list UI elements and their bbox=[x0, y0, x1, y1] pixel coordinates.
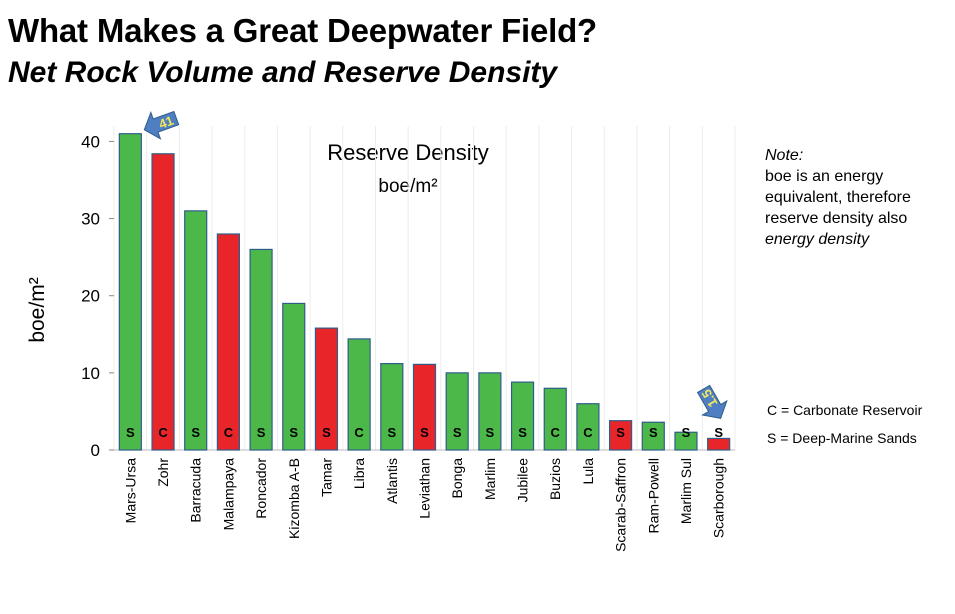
x-tick-label: Jubilee bbox=[515, 458, 531, 503]
x-tick-label: Lula bbox=[580, 458, 596, 485]
note-line-1: boe is an energy bbox=[765, 168, 884, 185]
bar bbox=[314, 327, 339, 451]
reservoir-letter: S bbox=[420, 425, 429, 440]
bar bbox=[216, 233, 240, 451]
bar bbox=[707, 437, 731, 451]
reservoir-letter: S bbox=[616, 425, 625, 440]
x-tick-label: Kizomba A-B bbox=[286, 458, 302, 539]
bar bbox=[118, 133, 142, 451]
bar bbox=[641, 421, 665, 451]
bar bbox=[282, 302, 306, 451]
page-title: What Makes a Great Deepwater Field? bbox=[8, 12, 598, 49]
x-tick-label: Mars-Ursa bbox=[122, 458, 138, 524]
reservoir-letter: C bbox=[354, 425, 364, 440]
max-value-callout: 41 bbox=[143, 110, 180, 140]
reservoir-letter: S bbox=[191, 425, 200, 440]
bar bbox=[576, 403, 600, 451]
reservoir-letter: S bbox=[518, 425, 527, 440]
note-heading: Note: bbox=[765, 147, 804, 164]
note-line-4: energy density bbox=[765, 231, 870, 248]
x-tick-label: Libra bbox=[351, 458, 367, 489]
reservoir-letter: C bbox=[158, 425, 168, 440]
y-tick-label: 0 bbox=[91, 441, 100, 460]
y-tick-label: 40 bbox=[81, 132, 100, 151]
x-tick-label: Ram-Powell bbox=[645, 458, 661, 533]
x-tick-label: Barracuda bbox=[188, 458, 204, 523]
bar bbox=[249, 248, 273, 451]
reservoir-letter: S bbox=[682, 425, 691, 440]
bar bbox=[510, 381, 535, 451]
reservoir-letter: S bbox=[257, 425, 266, 440]
legend-carbonate: C = Carbonate Reservoir bbox=[767, 402, 923, 418]
min-value-callout-shape bbox=[696, 384, 728, 419]
y-tick-label: 10 bbox=[81, 364, 100, 383]
reservoir-letter: S bbox=[322, 425, 331, 440]
bar bbox=[674, 431, 698, 451]
y-tick-label: 30 bbox=[81, 210, 100, 229]
note-line-2: equivalent, therefore bbox=[765, 189, 911, 206]
y-tick-label: 20 bbox=[81, 287, 100, 306]
x-tick-label: Scarborough bbox=[711, 458, 727, 538]
page-subtitle: Net Rock Volume and Reserve Density bbox=[8, 56, 558, 89]
bar bbox=[543, 387, 567, 451]
y-axis-label: boe/m² bbox=[26, 277, 49, 342]
note-block: Note: boe is an energy equivalent, there… bbox=[765, 145, 950, 250]
reservoir-letter: C bbox=[583, 425, 593, 440]
bar bbox=[478, 372, 502, 451]
x-tick-label: Atlantis bbox=[384, 458, 400, 504]
reservoir-letter: S bbox=[387, 425, 396, 440]
reservoir-letter: C bbox=[224, 425, 234, 440]
bar bbox=[380, 363, 404, 451]
bar bbox=[347, 338, 371, 451]
reservoir-letter: S bbox=[649, 425, 658, 440]
reservoir-letter: S bbox=[486, 425, 495, 440]
bar bbox=[609, 420, 633, 451]
x-tick-label: Bonga bbox=[449, 458, 465, 499]
x-tick-label: Leviathan bbox=[417, 458, 433, 519]
reservoir-letter: S bbox=[289, 425, 298, 440]
legend-sands: S = Deep-Marine Sands bbox=[767, 430, 917, 446]
reservoir-letter: C bbox=[551, 425, 561, 440]
x-tick-label: Marlim Sul bbox=[678, 458, 694, 524]
bar bbox=[412, 363, 437, 451]
min-value-callout: 1.5 bbox=[696, 384, 728, 419]
reservoir-letter: S bbox=[126, 425, 135, 440]
x-tick-label: Marlim bbox=[482, 458, 498, 500]
max-value-callout-shape bbox=[143, 110, 180, 140]
note-line-3: reserve density also bbox=[765, 210, 908, 227]
x-tick-label: Roncador bbox=[253, 458, 269, 519]
x-tick-label: Scarab-Saffron bbox=[613, 458, 629, 552]
x-tick-label: Buzios bbox=[547, 458, 563, 500]
bar bbox=[445, 372, 469, 451]
x-tick-label: Tamar bbox=[318, 458, 334, 497]
x-tick-label: Zohr bbox=[155, 458, 171, 487]
x-tick-label: Malampaya bbox=[220, 458, 236, 531]
max-value-callout-label: 41 bbox=[157, 113, 176, 132]
reservoir-letter: S bbox=[714, 425, 723, 440]
bar bbox=[151, 153, 175, 451]
bar bbox=[184, 210, 208, 451]
reservoir-letter: S bbox=[453, 425, 462, 440]
